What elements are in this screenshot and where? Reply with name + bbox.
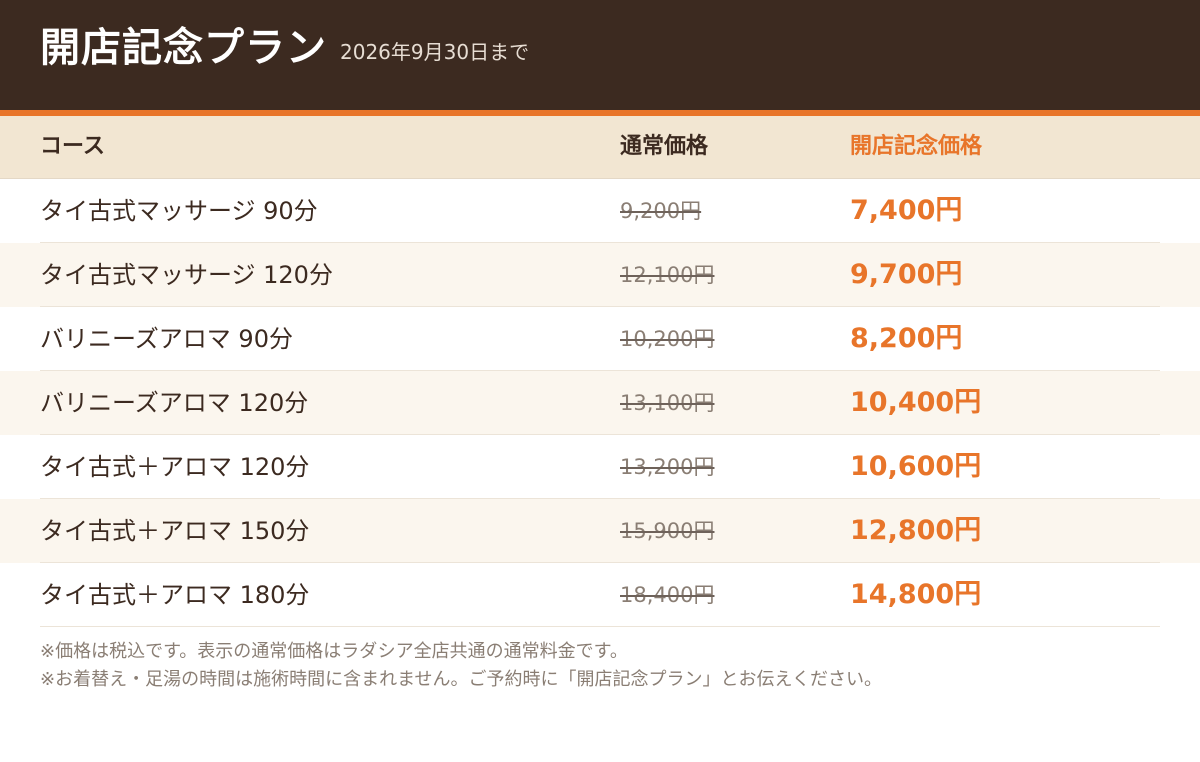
campaign-period: 2026年9月30日まで: [340, 40, 530, 64]
regular-price: 10,200円: [620, 327, 715, 351]
special-price: 8,200円: [850, 323, 963, 354]
special-price: 14,800円: [850, 579, 982, 610]
regular-price: 9,200円: [620, 199, 702, 223]
special-price: 7,400円: [850, 195, 963, 226]
table-row: タイ古式＋アロマ 120分 13,200円 10,600円: [0, 435, 1200, 499]
course-name: タイ古式＋アロマ 120分: [40, 453, 310, 481]
footnote-booking: ※お着替え・足湯の時間は施術時間に含まれません。ご予約時に「開店記念プラン」とお…: [40, 669, 882, 690]
course-name: タイ古式マッサージ 120分: [40, 261, 333, 289]
column-header-course: コース: [40, 134, 105, 159]
regular-price: 12,100円: [620, 263, 715, 287]
course-name: バリニーズアロマ 120分: [40, 389, 309, 417]
footnotes: ※価格は税込です。表示の通常価格はラダシア全店共通の通常料金です。 ※お着替え・…: [40, 638, 882, 694]
regular-price: 13,100円: [620, 391, 715, 415]
special-price: 9,700円: [850, 259, 963, 290]
table-row: バリニーズアロマ 90分 10,200円 8,200円: [0, 307, 1200, 371]
header-banner: 開店記念プラン 2026年9月30日まで: [0, 0, 1200, 116]
regular-price: 13,200円: [620, 455, 715, 479]
special-price: 12,800円: [850, 515, 982, 546]
table-header: コース 通常価格 開店記念価格: [0, 116, 1200, 179]
regular-price: 15,900円: [620, 519, 715, 543]
course-name: タイ古式＋アロマ 150分: [40, 517, 310, 545]
course-name: タイ古式マッサージ 90分: [40, 197, 318, 225]
column-header-regular-price: 通常価格: [620, 134, 709, 159]
price-table-body: タイ古式マッサージ 90分 9,200円 7,400円 タイ古式マッサージ 12…: [0, 179, 1200, 627]
table-row: タイ古式＋アロマ 180分 18,400円 14,800円: [0, 563, 1200, 627]
page-title: 開店記念プラン: [40, 25, 327, 71]
table-row: タイ古式＋アロマ 150分 15,900円 12,800円: [0, 499, 1200, 563]
table-row: タイ古式マッサージ 90分 9,200円 7,400円: [0, 179, 1200, 243]
table-row: バリニーズアロマ 120分 13,100円 10,400円: [0, 371, 1200, 435]
special-price: 10,400円: [850, 387, 982, 418]
footnote-tax: ※価格は税込です。表示の通常価格はラダシア全店共通の通常料金です。: [40, 641, 628, 662]
course-name: タイ古式＋アロマ 180分: [40, 581, 310, 609]
regular-price: 18,400円: [620, 583, 715, 607]
special-price: 10,600円: [850, 451, 982, 482]
column-header-special-price: 開店記念価格: [850, 134, 983, 159]
table-row: タイ古式マッサージ 120分 12,100円 9,700円: [0, 243, 1200, 307]
course-name: バリニーズアロマ 90分: [40, 325, 293, 353]
